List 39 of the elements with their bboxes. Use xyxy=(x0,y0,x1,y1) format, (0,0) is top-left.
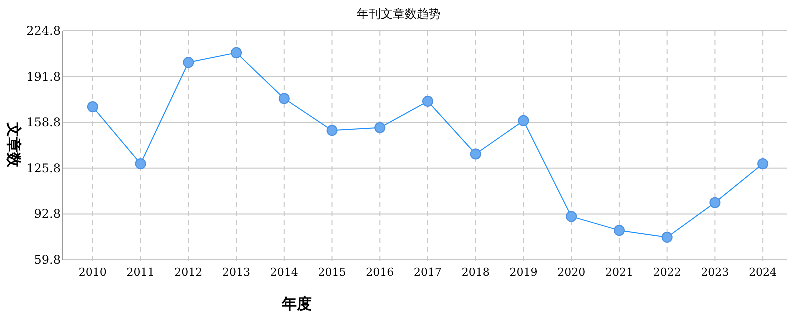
x-tick-label: 2019 xyxy=(510,266,538,279)
point xyxy=(135,158,146,170)
point xyxy=(374,122,386,134)
x-tick-label: 2012 xyxy=(174,266,203,279)
y-tick-label: 158.8 xyxy=(26,116,61,130)
y-tick-label: 125.8 xyxy=(26,161,61,176)
y-tick-label: 224.8 xyxy=(26,24,61,38)
x-tick-label: 2024 xyxy=(749,266,778,279)
chart-title: 年刊文章数趋势 xyxy=(357,7,441,21)
y-tick-label: 92.8 xyxy=(34,207,61,222)
x-tick-label: 2021 xyxy=(605,266,634,279)
x-tick-label: 2020 xyxy=(558,266,586,279)
y-axis-title: 文章数 xyxy=(5,122,23,168)
point xyxy=(518,115,530,126)
point xyxy=(662,232,673,244)
point xyxy=(326,125,338,136)
x-tick-label: 2017 xyxy=(414,266,442,279)
x-tick-label: 2016 xyxy=(366,266,394,279)
point xyxy=(710,197,721,208)
x-tick-label: 2010 xyxy=(78,266,107,279)
x-tick-label: 2011 xyxy=(126,266,155,279)
x-axis-title: 年度 xyxy=(281,295,312,313)
point xyxy=(566,211,578,222)
point xyxy=(470,148,482,160)
x-tick-label: 2022 xyxy=(653,266,682,279)
x-tick-label: 2018 xyxy=(462,266,490,279)
point xyxy=(87,102,98,113)
point xyxy=(278,93,290,104)
point xyxy=(422,96,434,108)
y-tick-label: 59.8 xyxy=(34,253,61,267)
point xyxy=(231,47,242,58)
x-tick-label: 2023 xyxy=(701,266,730,279)
x-tick-label: 2013 xyxy=(222,266,251,279)
x-tick-label: 2014 xyxy=(270,266,298,279)
point xyxy=(183,57,194,68)
y-tick-label: 191.8 xyxy=(26,70,61,84)
point xyxy=(614,225,625,236)
x-tick-label: 2015 xyxy=(318,266,346,279)
point xyxy=(758,158,769,170)
